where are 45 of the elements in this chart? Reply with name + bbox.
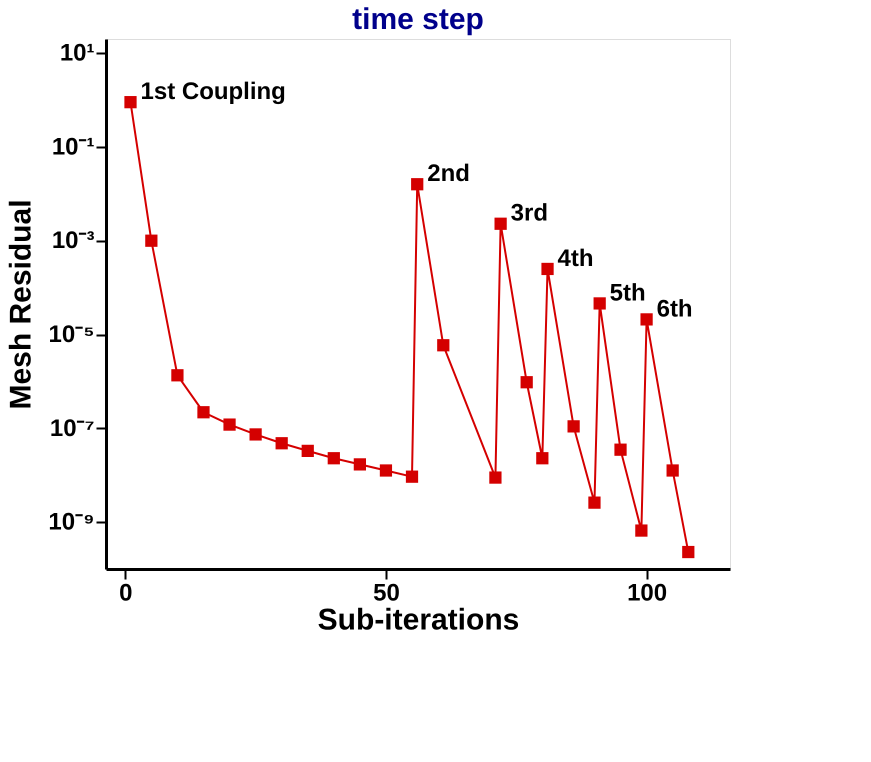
- point: [328, 452, 340, 464]
- point: [588, 496, 601, 509]
- point: [380, 464, 392, 477]
- point: [541, 262, 554, 276]
- point: [635, 524, 648, 537]
- annotation: 4th: [558, 244, 594, 272]
- y-tick-label: 10¹: [60, 40, 95, 67]
- point: [614, 444, 627, 456]
- point: [223, 418, 236, 431]
- point: [249, 428, 262, 441]
- annotation: 6th: [656, 295, 693, 322]
- point: [666, 464, 679, 477]
- point: [437, 339, 450, 352]
- point: [682, 546, 694, 558]
- y-tick-label: 10⁻⁷: [50, 414, 94, 442]
- y-axis-title: Mesh Residual: [4, 199, 38, 410]
- point: [302, 444, 314, 458]
- x-axis-title: Sub-iterations: [318, 604, 520, 636]
- point: [567, 420, 580, 432]
- point: [145, 234, 158, 247]
- point: [494, 218, 507, 230]
- point: [520, 376, 533, 388]
- x-tick-label: 50: [373, 580, 400, 606]
- point: [197, 406, 210, 418]
- y-tick-label: 10⁻³: [52, 227, 95, 254]
- annotation: 3rd: [510, 200, 548, 227]
- chart-title: time step: [352, 3, 484, 36]
- x-tick-label: 100: [627, 580, 668, 606]
- y-tick-label: 10⁻⁹: [48, 508, 94, 536]
- point: [489, 471, 502, 484]
- point: [411, 178, 424, 190]
- point: [124, 96, 137, 108]
- point: [594, 297, 606, 310]
- point: [536, 452, 548, 464]
- y-tick-label: 10⁻⁵: [48, 321, 94, 348]
- annotation: 2nd: [427, 160, 470, 188]
- point: [354, 458, 366, 471]
- annotation: 1st Coupling: [140, 78, 286, 106]
- x-tick-label: 0: [119, 580, 132, 606]
- annotation: 5th: [610, 279, 646, 306]
- y-tick-label: 10⁻¹: [52, 133, 95, 160]
- point: [406, 470, 418, 483]
- point: [640, 313, 653, 326]
- point: [171, 369, 184, 382]
- point: [276, 437, 288, 450]
